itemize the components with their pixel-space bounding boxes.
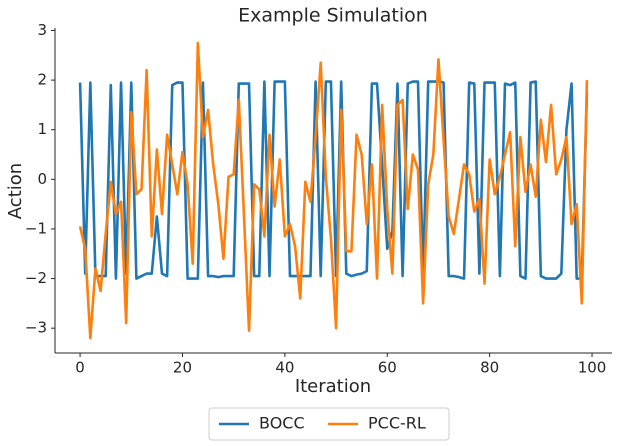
x-tick-label: 60 [378, 359, 397, 377]
y-tick-label: −2 [25, 269, 47, 287]
x-axis-label: Iteration [295, 376, 371, 397]
y-tick-label: 2 [37, 71, 47, 89]
y-tick-label: 1 [37, 120, 47, 138]
y-tick-label: −3 [25, 319, 47, 337]
x-tick-label: 20 [173, 359, 192, 377]
x-tick-label: 40 [275, 359, 294, 377]
series-line [78, 41, 589, 340]
x-tick-label: 80 [480, 359, 499, 377]
y-tick-label: 3 [37, 21, 47, 39]
legend-label: PCC-RL [368, 414, 426, 433]
x-tick-label: 100 [578, 359, 607, 377]
y-axis-label: Action [5, 163, 26, 219]
chart-title: Example Simulation [238, 5, 428, 27]
y-tick-label: 0 [37, 170, 47, 188]
legend-label: BOCC [259, 414, 305, 433]
y-tick-label: −1 [25, 219, 47, 237]
x-tick-label: 0 [75, 359, 85, 377]
series-line [78, 80, 589, 280]
